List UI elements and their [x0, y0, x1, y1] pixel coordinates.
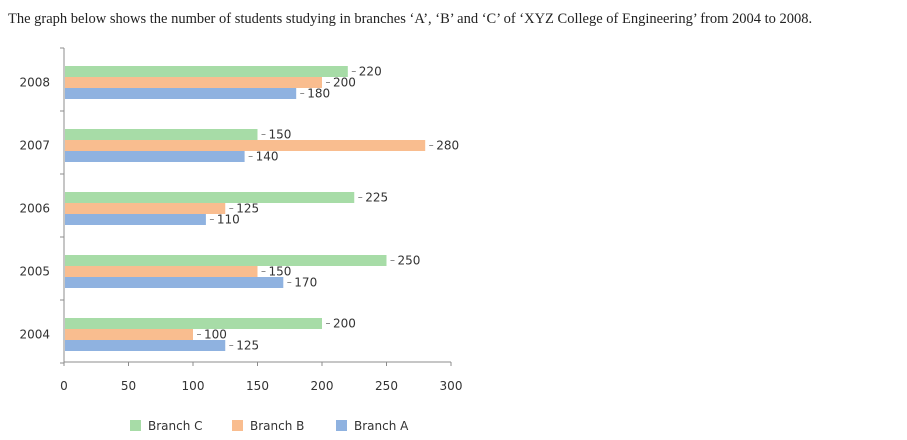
bar-branch-a-2007: [65, 151, 245, 162]
bar-branch-c-2007: [65, 129, 258, 140]
bar-branch-b-2006: [65, 203, 226, 214]
x-tick-label: 250: [375, 379, 398, 393]
legend-label: Branch C: [148, 419, 203, 433]
bar-branch-b-2008: [65, 77, 322, 88]
data-label: 110: [217, 213, 240, 227]
bar-branch-a-2006: [65, 214, 206, 225]
legend-label: Branch A: [354, 419, 409, 433]
data-label: 150: [269, 128, 292, 142]
data-label: 280: [436, 139, 459, 153]
legend-swatch-branch-c: [130, 420, 141, 431]
data-label: 220: [359, 65, 382, 79]
data-label: 250: [398, 254, 421, 268]
bar-branch-c-2006: [65, 192, 355, 203]
data-label: 200: [333, 317, 356, 331]
data-label: 100: [204, 328, 227, 342]
chart-axes: 0 50 100 150 200 250 300 2008 2007 2006 2005 2004: [19, 47, 463, 393]
legend-swatch-branch-a: [336, 420, 347, 431]
legend-swatch-branch-b: [232, 420, 243, 431]
bar-branch-b-2007: [65, 140, 426, 151]
data-label: 150: [269, 265, 292, 279]
x-tick-label: 50: [121, 379, 136, 393]
bar-branch-a-2005: [65, 277, 284, 288]
bar-branch-c-2004: [65, 318, 322, 329]
legend-label: Branch B: [250, 419, 304, 433]
x-tick-label: 200: [311, 379, 334, 393]
bar-branch-c-2008: [65, 66, 348, 77]
bar-branch-a-2008: [65, 88, 297, 99]
bar-branch-b-2005: [65, 266, 258, 277]
data-label: 225: [365, 191, 388, 205]
data-label: 170: [294, 276, 317, 290]
category-label: 2007: [19, 139, 50, 153]
bar-branch-a-2004: [65, 340, 226, 351]
category-label: 2004: [19, 328, 50, 342]
data-label: 140: [256, 150, 279, 164]
chart-caption: The graph below shows the number of stud…: [8, 11, 813, 27]
x-tick-label: 0: [60, 379, 68, 393]
bar-branch-b-2004: [65, 329, 193, 340]
chart-legend: Branch C Branch B Branch A: [130, 419, 409, 433]
category-label: 2008: [19, 76, 50, 90]
category-label: 2005: [19, 265, 50, 279]
data-label: 125: [236, 202, 259, 216]
data-label: 200: [333, 76, 356, 90]
x-tick-label: 300: [440, 379, 463, 393]
bar-branch-c-2005: [65, 255, 387, 266]
category-label: 2006: [19, 202, 50, 216]
x-tick-label: 150: [246, 379, 269, 393]
data-label: 180: [307, 87, 330, 101]
x-tick-label: 100: [182, 379, 205, 393]
chart-bars: 2202001801502801402251251102501501702001…: [65, 65, 459, 353]
data-label: 125: [236, 339, 259, 353]
